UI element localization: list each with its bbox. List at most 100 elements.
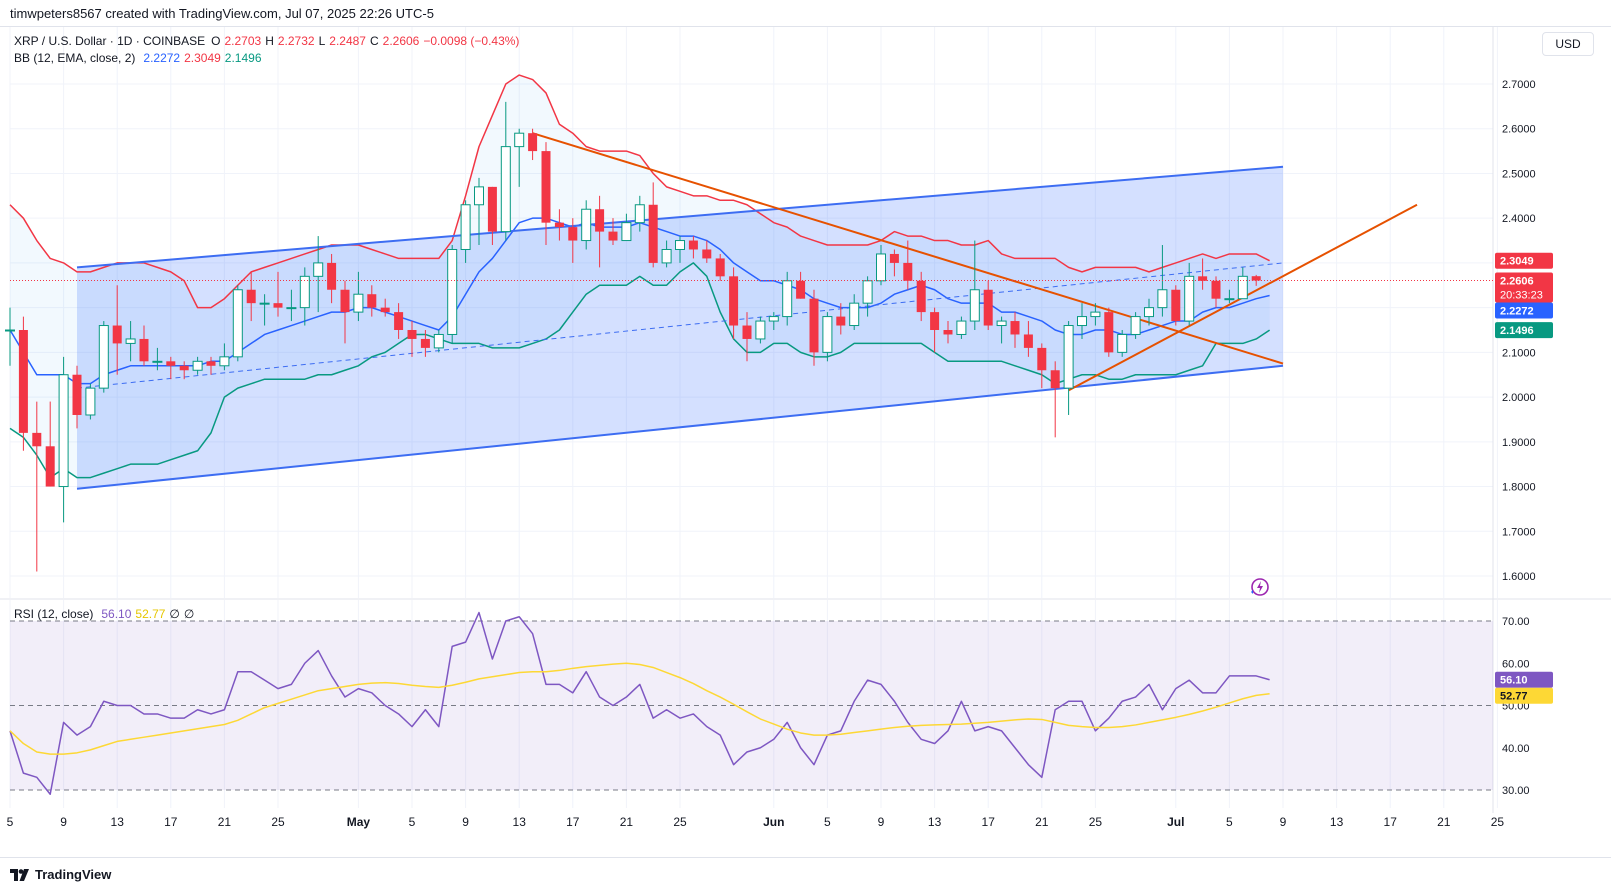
candle-body <box>822 316 833 353</box>
lightning-replay-icon[interactable] <box>1248 576 1270 598</box>
candle <box>1023 321 1033 357</box>
candle <box>1104 307 1114 357</box>
candle-body <box>58 374 69 488</box>
candle-body <box>702 249 712 259</box>
symbol-name[interactable]: XRP / U.S. Dollar · 1D · COINBASE <box>14 34 206 48</box>
candle-body <box>581 208 592 242</box>
candle-body <box>956 320 967 335</box>
candle-body <box>809 298 819 353</box>
candle <box>568 218 578 263</box>
candle <box>232 285 243 362</box>
candle <box>930 307 940 353</box>
time-axis-tick-label: 13 <box>1330 815 1344 829</box>
candle <box>45 401 55 487</box>
candle-body <box>32 432 42 447</box>
candle-body <box>380 307 390 313</box>
candle-body <box>862 280 873 304</box>
candle <box>433 330 444 353</box>
candle <box>447 245 458 344</box>
candle-body <box>299 275 310 309</box>
candle <box>179 361 189 380</box>
chart-attribution: timwpeters8567 created with TradingView.… <box>10 6 434 21</box>
time-axis-tick-label: May <box>347 815 371 829</box>
candle <box>1063 321 1074 415</box>
candle <box>1077 303 1087 339</box>
candle-body <box>1077 316 1087 327</box>
candle <box>487 186 497 246</box>
candle-body <box>447 248 458 335</box>
candle-body <box>246 289 256 304</box>
candle <box>969 240 980 330</box>
price-label-bg <box>1495 272 1553 303</box>
candle-body <box>876 253 886 282</box>
candle <box>1251 274 1261 286</box>
trendlines <box>76 132 1418 490</box>
candle-body <box>340 289 350 313</box>
candle <box>675 236 685 263</box>
candle-body <box>5 329 15 332</box>
candle-body <box>152 360 163 363</box>
candle-body <box>1224 298 1235 301</box>
candle <box>340 280 350 344</box>
currency-button[interactable]: USD <box>1542 32 1594 56</box>
candle-body <box>313 262 324 277</box>
candle <box>407 321 417 357</box>
candle <box>541 142 551 246</box>
candle-body <box>420 338 430 348</box>
rsi-extra-1: ∅ <box>169 607 180 621</box>
candle <box>621 213 632 242</box>
candle-body <box>1037 347 1047 371</box>
candle <box>112 285 122 375</box>
candle-body <box>595 209 605 232</box>
bb-lower-value: 2.1496 <box>224 51 262 65</box>
symbol-legend: XRP / U.S. Dollar · 1D · COINBASE O 2.270… <box>14 34 519 48</box>
candle-body <box>969 289 980 322</box>
candle-body <box>661 248 672 264</box>
price-axis-tick-label: 2.5000 <box>1502 168 1536 180</box>
candle-body <box>166 361 176 366</box>
low-value: 2.2487 <box>329 34 366 48</box>
bb-label[interactable]: BB (12, EMA, close, 2) <box>14 51 136 65</box>
channel-median-line <box>76 262 1284 389</box>
rsi-label[interactable]: RSI (12, close) <box>14 607 94 621</box>
candle-body <box>219 356 230 367</box>
candle <box>5 307 15 366</box>
price-label-bg <box>1495 322 1553 339</box>
candle <box>125 321 136 362</box>
candle-body <box>85 387 96 416</box>
change-value: −0.0098 (−0.43%) <box>423 34 520 48</box>
candle <box>286 289 297 322</box>
candle-body <box>849 302 860 327</box>
candle <box>313 236 324 313</box>
bb-legend: BB (12, EMA, close, 2) 2.2272 2.3049 2.1… <box>14 51 262 65</box>
candle <box>742 312 752 362</box>
price-axis-tick-label: 1.9000 <box>1502 437 1536 449</box>
rsi-value: 56.10 <box>101 607 132 621</box>
rsi-extra-2: ∅ <box>183 607 195 621</box>
candle <box>219 343 230 371</box>
price-label: 2.3049 <box>1500 256 1534 268</box>
rsi-value-label: 56.10 <box>1500 675 1528 687</box>
candle <box>595 195 605 268</box>
candle <box>1090 303 1101 326</box>
rsi-line <box>9 611 1270 795</box>
candle <box>1198 258 1208 290</box>
candle-body <box>259 302 270 305</box>
time-axis-tick-label: 9 <box>1280 815 1287 829</box>
candle <box>152 347 163 371</box>
candle-body <box>1050 370 1060 389</box>
rsi-value-label: 52.77 <box>1500 691 1528 703</box>
price-label: 2.2272 <box>1500 306 1534 318</box>
candle-body <box>460 204 471 250</box>
time-axis-tick-label: 5 <box>1226 815 1233 829</box>
rsi-lines <box>9 611 1270 795</box>
candle <box>18 316 28 451</box>
candle-body <box>916 280 926 313</box>
candle-body <box>1010 321 1020 335</box>
candle-body <box>1171 289 1181 322</box>
candle-body <box>500 146 511 233</box>
candle <box>554 209 564 241</box>
price-axis-tick-label: 1.6000 <box>1502 571 1536 583</box>
candle <box>32 401 42 572</box>
